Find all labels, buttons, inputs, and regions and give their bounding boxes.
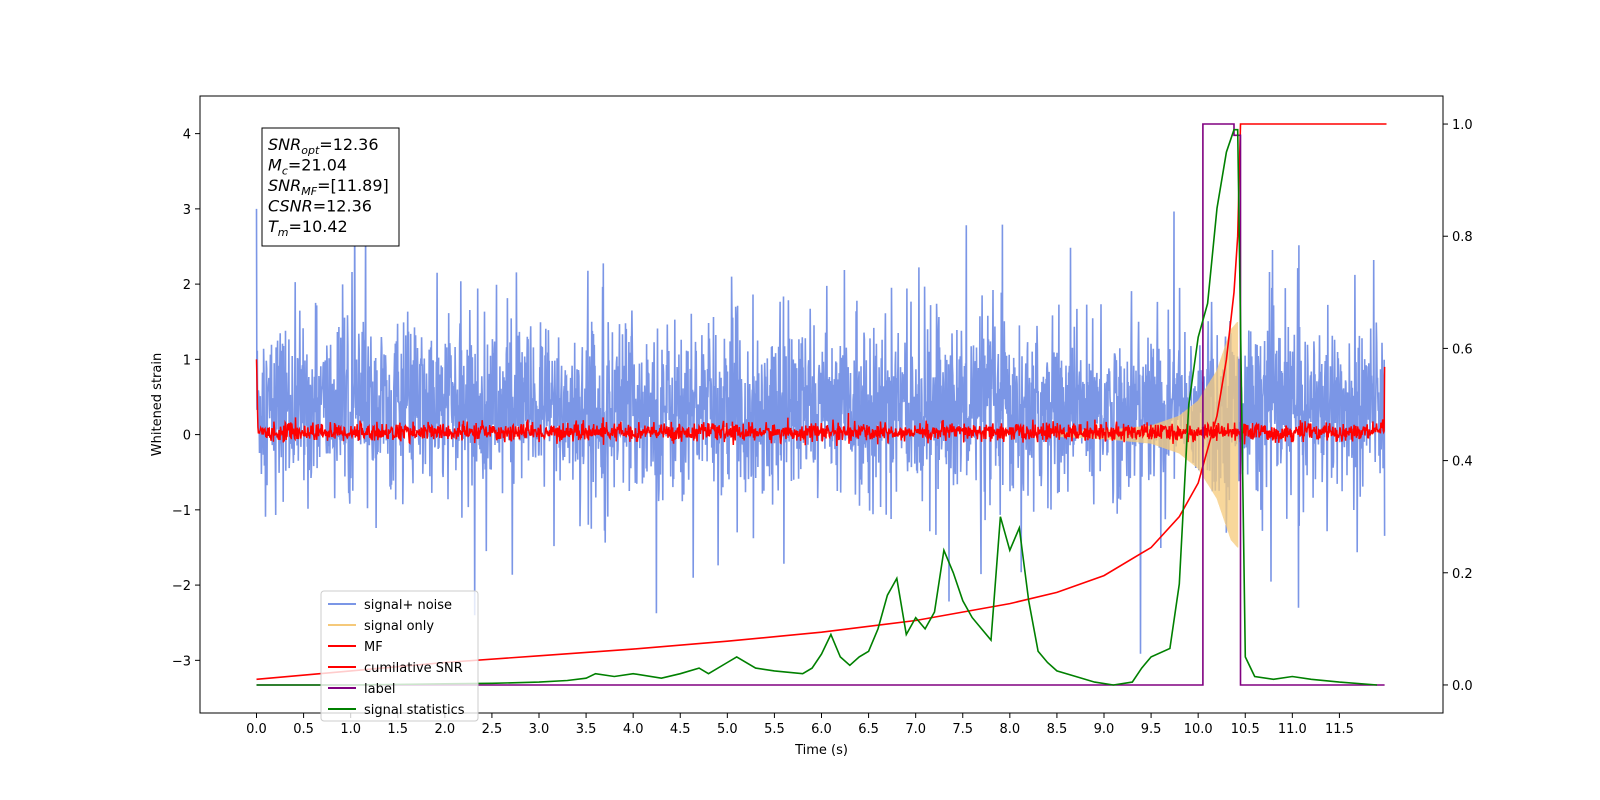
y-right-tick-label: 0.2 — [1452, 567, 1473, 582]
x-tick-label: 0.0 — [246, 722, 267, 737]
stat-line: SNRMF=[11.89] — [268, 176, 389, 198]
x-tick-label: 5.0 — [717, 722, 738, 737]
x-tick-label: 1.5 — [387, 722, 408, 737]
x-tick-label: 9.0 — [1094, 722, 1115, 737]
x-tick-label: 7.0 — [905, 722, 926, 737]
legend-label: cumilative SNR — [364, 661, 463, 676]
stat-value: =12.36 — [319, 135, 378, 154]
x-tick-label: 5.5 — [764, 722, 785, 737]
stat-value: =12.36 — [313, 197, 372, 216]
axes-layer: 0.0 0.5 1.0 1.5 2.0 2.5 3.0 3.5 4.0 4.5 5.0 5.5 6.0 6… — [150, 95, 1473, 758]
x-tick-label: 11.0 — [1278, 722, 1307, 737]
legend-label: MF — [364, 640, 383, 655]
stat-symbol: SNR — [268, 135, 301, 154]
y-right-tick-label: 0.6 — [1452, 342, 1473, 357]
stat-subscript: m — [278, 226, 289, 239]
stat-line: SNRopt=12.36 — [268, 135, 379, 157]
x-tick-label: 10.5 — [1231, 722, 1260, 737]
y-right-tick-label: 0.4 — [1452, 455, 1473, 470]
stat-symbol: CSNR — [268, 197, 313, 216]
legend-label: signal statistics — [364, 703, 465, 718]
x-tick-label: 2.0 — [434, 722, 455, 737]
y-tick-label: 4 — [183, 128, 191, 143]
x-tick-label: 3.0 — [529, 722, 550, 737]
stat-value: =[11.89] — [317, 176, 389, 195]
y-tick-label: 0 — [183, 429, 191, 444]
stat-subscript: opt — [301, 144, 320, 157]
y-tick-label: −1 — [172, 504, 191, 519]
legend-label: signal only — [364, 619, 434, 634]
stat-symbol: T — [268, 217, 279, 236]
x-tick-label: 6.0 — [811, 722, 832, 737]
x-tick-label: 2.5 — [482, 722, 503, 737]
stats-box: SNRopt=12.36Mc=21.04SNRMF=[11.89]CSNR=12… — [261, 127, 400, 247]
y-tick-label: 1 — [183, 353, 191, 368]
series-mf — [255, 359, 1386, 447]
stat-subscript: c — [282, 165, 288, 178]
x-tick-label: 10.0 — [1184, 722, 1213, 737]
stat-subscript: MF — [301, 185, 317, 198]
legend-frame — [320, 590, 479, 722]
x-tick-label: 11.5 — [1325, 722, 1354, 737]
x-tick-label: 4.5 — [670, 722, 691, 737]
x-tick-label: 4.0 — [623, 722, 644, 737]
y-tick-label: −3 — [172, 654, 191, 669]
y-tick-label: −2 — [172, 579, 191, 594]
y-axis-label: Whitened strain — [150, 353, 165, 456]
y-right-tick-label: 0.0 — [1452, 679, 1473, 694]
legend: signal+ noise signal only MF cumilative SNR… — [320, 590, 479, 722]
stat-line: Mc=21.04 — [268, 156, 347, 178]
x-tick-label: 8.5 — [1047, 722, 1068, 737]
x-tick-label: 7.5 — [952, 722, 973, 737]
series-signal-statistics — [256, 128, 1378, 686]
y-tick-label: 2 — [183, 278, 191, 293]
y-right-tick-label: 1.0 — [1452, 118, 1473, 133]
stat-line: Tm=10.42 — [268, 217, 348, 239]
y-tick-label: 3 — [183, 203, 191, 218]
stat-line: CSNR=12.36 — [268, 197, 372, 216]
x-tick-label: 8.0 — [999, 722, 1020, 737]
y-right-tick-label: 0.8 — [1452, 230, 1473, 245]
stat-value: =10.42 — [289, 217, 348, 236]
x-tick-label: 9.5 — [1141, 722, 1162, 737]
stat-value: =21.04 — [288, 156, 347, 175]
series-cumulative-snr — [256, 123, 1387, 681]
legend-label: signal+ noise — [364, 598, 452, 613]
stat-symbol: SNR — [268, 176, 301, 195]
legend-label: label — [364, 682, 395, 697]
x-tick-label: 6.5 — [858, 722, 879, 737]
stat-symbol: M — [268, 156, 282, 175]
data-layer — [255, 123, 1387, 686]
stats-box-frame — [261, 127, 400, 247]
x-axis-label: Time (s) — [794, 743, 848, 758]
x-tick-label: 0.5 — [293, 722, 314, 737]
x-tick-label: 3.5 — [576, 722, 597, 737]
x-tick-label: 1.0 — [340, 722, 361, 737]
